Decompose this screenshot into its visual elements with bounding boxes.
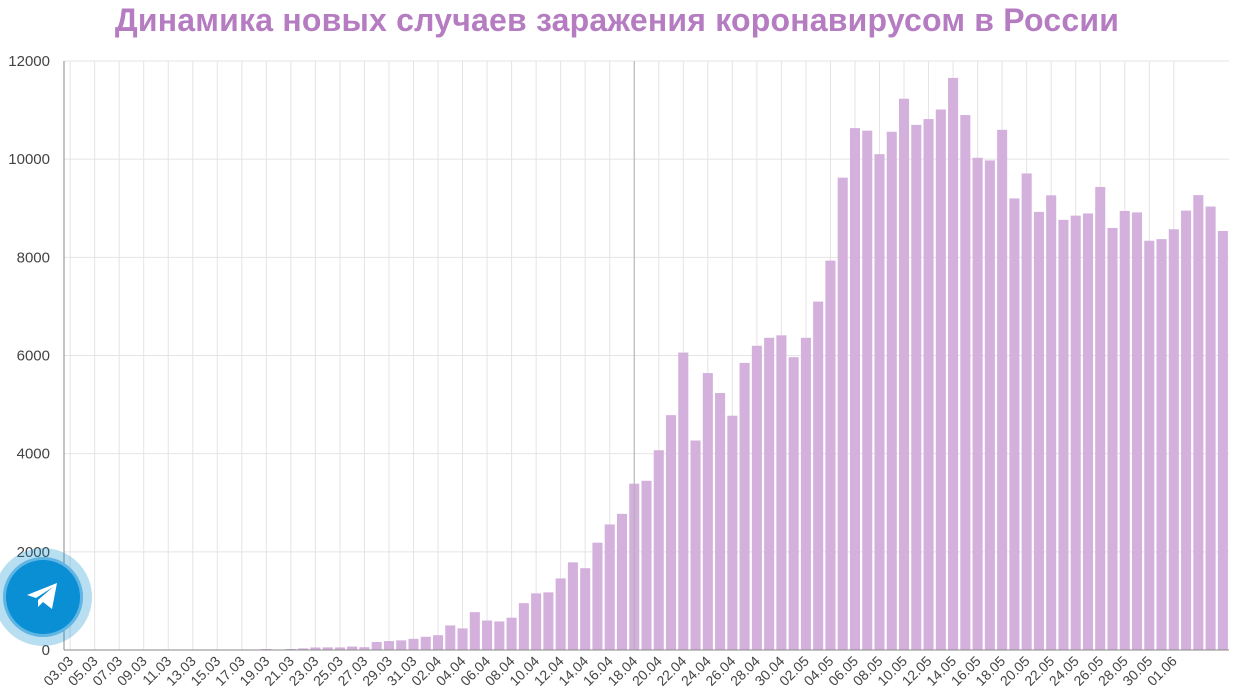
axes bbox=[63, 61, 1229, 651]
bar bbox=[408, 638, 419, 650]
bar bbox=[653, 450, 664, 650]
bar bbox=[371, 642, 382, 650]
bar bbox=[1144, 240, 1155, 651]
bar bbox=[494, 621, 505, 650]
bar bbox=[1217, 231, 1228, 650]
y-tick-label: 4000 bbox=[17, 446, 50, 463]
bar bbox=[1156, 239, 1167, 650]
bar bbox=[678, 352, 689, 650]
bars bbox=[65, 77, 1228, 651]
bar bbox=[1070, 215, 1081, 650]
y-tick-label: 8000 bbox=[17, 249, 50, 266]
y-tick-label: 6000 bbox=[17, 348, 50, 365]
bar bbox=[592, 542, 603, 650]
x-axis-ticks: 03.0305.0307.0309.0311.0313.0315.0317.03… bbox=[40, 653, 1180, 689]
bar bbox=[347, 646, 358, 650]
bar bbox=[641, 480, 652, 650]
bar bbox=[972, 157, 983, 651]
y-tick-label: 12000 bbox=[8, 53, 50, 70]
bar bbox=[1082, 213, 1093, 650]
bar bbox=[432, 635, 444, 650]
bar bbox=[984, 160, 995, 650]
bar bbox=[837, 177, 848, 651]
bar bbox=[739, 362, 750, 650]
y-axis-ticks: 0 2000 4000 6000 8000 10000 12000 bbox=[8, 53, 50, 659]
bar bbox=[580, 568, 591, 650]
bar bbox=[923, 119, 934, 650]
bar bbox=[825, 260, 836, 650]
bar bbox=[1193, 195, 1204, 650]
bar bbox=[1009, 198, 1020, 650]
bar bbox=[1131, 212, 1143, 651]
bar bbox=[334, 647, 345, 650]
bar bbox=[935, 109, 946, 651]
bar bbox=[469, 612, 480, 650]
bar bbox=[960, 115, 971, 651]
bar bbox=[506, 617, 517, 650]
telegram-button[interactable] bbox=[3, 557, 83, 637]
bar bbox=[604, 524, 615, 650]
bar bbox=[543, 592, 554, 650]
bar bbox=[482, 620, 493, 650]
bar bbox=[1033, 211, 1044, 650]
bar bbox=[298, 648, 309, 650]
bar bbox=[1021, 173, 1032, 650]
bar bbox=[702, 373, 713, 650]
bar bbox=[457, 628, 468, 650]
bar bbox=[1181, 210, 1192, 651]
bar bbox=[764, 337, 775, 650]
bar bbox=[555, 578, 566, 650]
bar bbox=[751, 345, 762, 650]
bar bbox=[567, 562, 578, 650]
chart-title: Динамика новых случаев заражения коронав… bbox=[114, 2, 1120, 38]
bar bbox=[383, 641, 394, 650]
bar bbox=[874, 154, 885, 650]
bar bbox=[518, 603, 529, 650]
bar bbox=[531, 593, 542, 650]
bar bbox=[1095, 186, 1106, 650]
bar bbox=[862, 130, 873, 650]
y-tick-label: 10000 bbox=[8, 151, 50, 168]
bar bbox=[727, 415, 738, 650]
bar bbox=[813, 301, 824, 650]
bar bbox=[1107, 227, 1118, 650]
bar bbox=[1205, 206, 1216, 650]
telegram-icon bbox=[27, 583, 57, 609]
bar bbox=[997, 129, 1008, 650]
y-tick-label: 2000 bbox=[17, 544, 50, 561]
bar bbox=[310, 647, 321, 650]
bar bbox=[1168, 229, 1179, 650]
bar bbox=[322, 647, 333, 650]
bar bbox=[849, 128, 860, 651]
bar bbox=[715, 393, 726, 650]
bar bbox=[359, 647, 370, 650]
bar bbox=[788, 357, 799, 650]
bar bbox=[1058, 219, 1069, 650]
bar bbox=[886, 131, 897, 651]
bar bbox=[776, 335, 787, 650]
bar bbox=[898, 98, 910, 650]
y-tick-label: 0 bbox=[42, 642, 50, 659]
bar bbox=[1046, 195, 1057, 650]
bar bbox=[690, 440, 701, 650]
telegram-button-halo[interactable] bbox=[0, 548, 92, 646]
bar bbox=[800, 337, 811, 650]
bar bbox=[420, 636, 431, 650]
bar bbox=[396, 640, 407, 650]
bar bbox=[445, 625, 456, 650]
bar bbox=[665, 415, 677, 650]
bar bbox=[911, 124, 922, 651]
bar bbox=[948, 77, 959, 650]
bar bbox=[616, 513, 627, 650]
bar bbox=[1119, 210, 1130, 650]
